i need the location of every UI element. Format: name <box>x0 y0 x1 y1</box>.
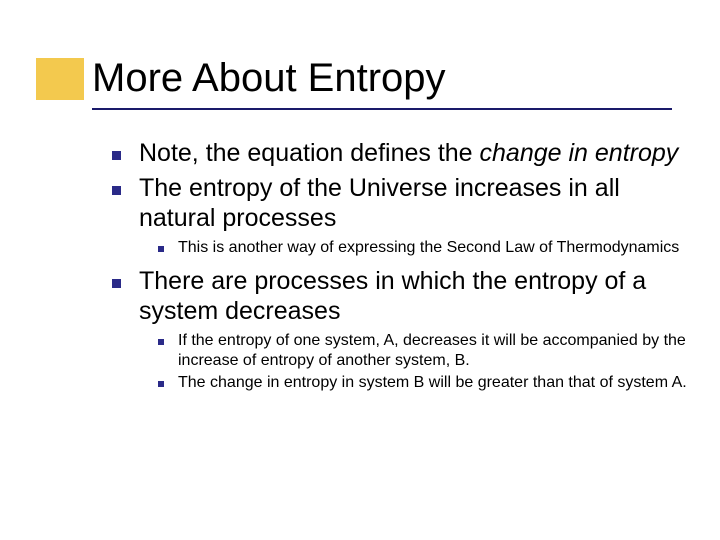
bullet-2-sub-1-text: This is another way of expressing the Se… <box>178 238 679 258</box>
bullet-1-text: Note, the equation defines the change in… <box>139 138 678 169</box>
content-region: Note, the equation defines the change in… <box>112 138 696 401</box>
bullet-3-sub-2: The change in entropy in system B will b… <box>158 373 696 393</box>
bullet-icon <box>112 186 121 195</box>
bullet-2-text: The entropy of the Universe increases in… <box>139 173 696 234</box>
slide-title: More About Entropy <box>92 56 680 106</box>
bullet-icon <box>112 151 121 160</box>
bullet-3-sub-1-text: If the entropy of one system, A, decreas… <box>178 331 696 371</box>
bullet-1: Note, the equation defines the change in… <box>112 138 696 169</box>
sub-bullet-icon <box>158 339 164 345</box>
bullet-1-pre: Note, the equation defines the <box>139 139 480 167</box>
sub-bullet-icon <box>158 381 164 387</box>
sub-bullet-icon <box>158 246 164 252</box>
bullet-2-sub-1: This is another way of expressing the Se… <box>158 238 696 258</box>
title-accent-block <box>36 58 84 100</box>
bullet-icon <box>112 279 121 288</box>
bullet-3-sub-2-text: The change in entropy in system B will b… <box>178 373 687 393</box>
bullet-3-text: There are processes in which the entropy… <box>139 266 696 327</box>
bullet-1-italic: change in entropy <box>480 139 679 167</box>
bullet-3-sublist: If the entropy of one system, A, decreas… <box>158 331 696 393</box>
bullet-3: There are processes in which the entropy… <box>112 266 696 393</box>
bullet-3-sub-1: If the entropy of one system, A, decreas… <box>158 331 696 371</box>
bullet-2: The entropy of the Universe increases in… <box>112 173 696 258</box>
bullet-2-sublist: This is another way of expressing the Se… <box>158 238 696 258</box>
title-region: More About Entropy <box>92 56 680 110</box>
title-underline <box>92 108 672 110</box>
